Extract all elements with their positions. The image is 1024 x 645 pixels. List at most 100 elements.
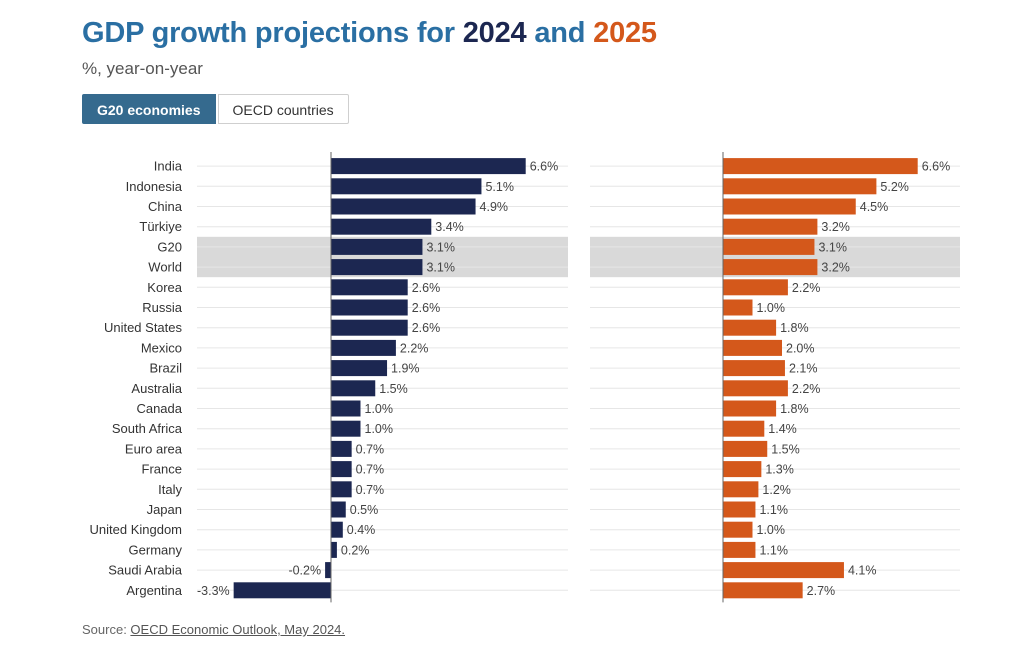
title-prefix: GDP growth projections for [82, 17, 463, 49]
bar-2024-south-africa [331, 420, 361, 437]
value-label-2025-argentina: 2.7% [807, 584, 836, 598]
bar-2024-canada [331, 400, 361, 417]
value-label-2025-g20: 3.1% [818, 240, 847, 254]
category-label-g20: G20 [157, 239, 182, 254]
bar-2024-france [331, 461, 352, 478]
value-label-2024-germany: 0.2% [341, 543, 370, 557]
bar-2024-saudi-arabia [325, 562, 331, 579]
value-label-2025-indonesia: 5.2% [880, 180, 909, 194]
category-label-canada: Canada [136, 401, 182, 416]
category-label-korea: Korea [147, 280, 182, 295]
category-label-france: France [142, 462, 182, 477]
value-label-2025-russia: 1.0% [757, 301, 786, 315]
bar-2025-mexico [723, 339, 782, 356]
tab-oecd-countries[interactable]: OECD countries [217, 94, 349, 124]
source-prefix: Source: [82, 622, 131, 637]
bar-2024-germany [331, 541, 337, 558]
tab-g20-economies[interactable]: G20 economies [82, 94, 216, 124]
bar-2025-brazil [723, 360, 785, 377]
bar-2024-argentina [233, 582, 331, 599]
bar-2024-italy [331, 481, 352, 498]
value-label-2025-australia: 2.2% [792, 382, 821, 396]
value-label-2025-türkiye: 3.2% [821, 220, 850, 234]
economy-group-tabs: G20 economies OECD countries [82, 94, 349, 124]
value-label-2024-china: 4.9% [480, 200, 509, 214]
bar-2024-japan [331, 501, 346, 518]
bar-2025-italy [723, 481, 759, 498]
bar-2025-world [723, 259, 818, 276]
bar-2025-indonesia [723, 178, 877, 195]
bar-2025-saudi-arabia [723, 562, 844, 579]
category-label-united-kingdom: United Kingdom [90, 522, 183, 537]
value-label-2024-united-kingdom: 0.4% [347, 523, 376, 537]
value-label-2025-germany: 1.1% [759, 543, 788, 557]
value-label-2025-korea: 2.2% [792, 281, 821, 295]
bar-2025-india [723, 158, 918, 175]
bar-2024-indonesia [331, 178, 482, 195]
value-label-2024-euro-area: 0.7% [356, 442, 385, 456]
category-label-world: World [148, 260, 182, 275]
value-label-2024-australia: 1.5% [379, 382, 408, 396]
value-label-2024-saudi-arabia: -0.2% [288, 564, 321, 578]
value-label-2024-canada: 1.0% [365, 402, 394, 416]
bar-2024-türkiye [331, 218, 432, 235]
chart-title: GDP growth projections for 2024 and 2025 [82, 17, 657, 50]
category-label-euro-area: Euro area [125, 441, 183, 456]
category-label-argentina: Argentina [126, 583, 182, 598]
category-label-türkiye: Türkiye [139, 219, 182, 234]
bar-2025-g20 [723, 238, 815, 255]
value-label-2025-italy: 1.2% [762, 483, 791, 497]
category-label-south-africa: South Africa [112, 421, 183, 436]
bar-2024-world [331, 259, 423, 276]
bar-2025-china [723, 198, 856, 215]
source-link[interactable]: OECD Economic Outlook, May 2024. [130, 622, 346, 637]
value-label-2025-brazil: 2.1% [789, 362, 818, 376]
category-label-mexico: Mexico [141, 340, 182, 355]
bar-2024-united-states [331, 319, 408, 336]
category-label-japan: Japan [147, 502, 182, 517]
bar-2024-australia [331, 380, 376, 397]
category-label-germany: Germany [129, 542, 183, 557]
category-label-australia: Australia [131, 381, 182, 396]
value-label-2024-indonesia: 5.1% [485, 180, 514, 194]
bar-2025-canada [723, 400, 777, 417]
value-label-2024-france: 0.7% [356, 463, 385, 477]
value-label-2024-japan: 0.5% [350, 503, 379, 517]
bar-2024-india [331, 158, 526, 175]
bar-2025-united-states [723, 319, 777, 336]
bar-2025-korea [723, 279, 788, 296]
value-label-2024-korea: 2.6% [412, 281, 441, 295]
title-and: and [526, 17, 594, 49]
bar-2025-south-africa [723, 420, 765, 437]
bar-2024-mexico [331, 339, 396, 356]
value-label-2024-italy: 0.7% [356, 483, 385, 497]
value-label-2025-china: 4.5% [860, 200, 889, 214]
bar-2025-argentina [723, 582, 803, 599]
value-label-2024-argentina: -3.3% [197, 584, 230, 598]
category-label-united-states: United States [104, 320, 183, 335]
value-label-2024-russia: 2.6% [412, 301, 441, 315]
title-year-2025: 2025 [593, 17, 657, 49]
bar-2024-brazil [331, 360, 388, 377]
category-label-italy: Italy [158, 482, 182, 497]
bar-2024-russia [331, 299, 408, 316]
value-label-2024-world: 3.1% [426, 261, 455, 275]
value-label-2025-euro-area: 1.5% [771, 442, 800, 456]
value-label-2025-france: 1.3% [765, 463, 794, 477]
bar-2025-türkiye [723, 218, 818, 235]
bar-2024-g20 [331, 238, 423, 255]
value-label-2025-mexico: 2.0% [786, 341, 815, 355]
bar-2025-germany [723, 541, 756, 558]
bar-2025-japan [723, 501, 756, 518]
value-label-2024-united-states: 2.6% [412, 321, 441, 335]
value-label-2025-india: 6.6% [922, 160, 951, 174]
bar-2024-united-kingdom [331, 521, 343, 538]
bar-2025-euro-area [723, 440, 768, 457]
value-label-2025-saudi-arabia: 4.1% [848, 564, 877, 578]
value-label-2025-canada: 1.8% [780, 402, 809, 416]
chart-subtitle: %, year-on-year [82, 59, 203, 78]
value-label-2024-south-africa: 1.0% [365, 422, 394, 436]
category-label-china: China [148, 199, 183, 214]
value-label-2025-south-africa: 1.4% [768, 422, 797, 436]
value-label-2024-india: 6.6% [530, 160, 559, 174]
